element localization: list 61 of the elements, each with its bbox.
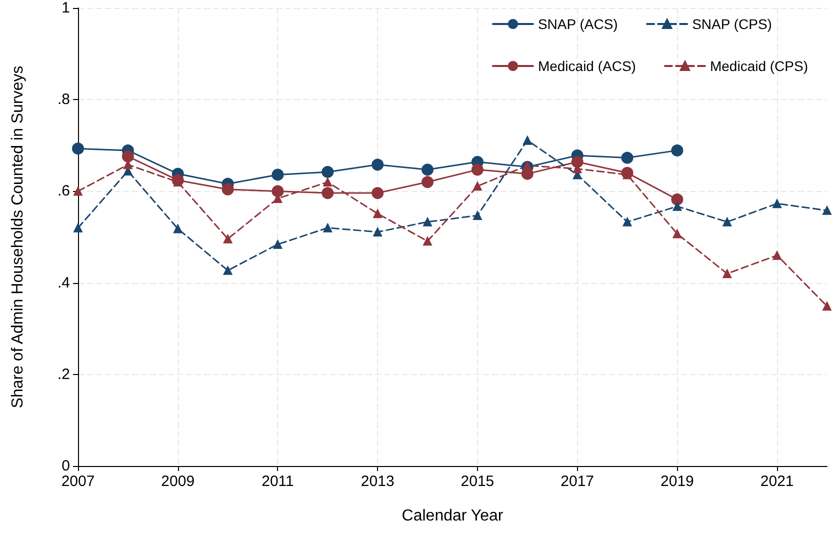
y-tick-label: .2 [57, 366, 70, 383]
point [472, 182, 482, 191]
point [372, 158, 384, 171]
point [671, 193, 684, 206]
x-axis-title: Calendar Year [402, 508, 504, 524]
y-tick-label: 0 [62, 458, 70, 474]
legend-label: Medicaid (CPS) [710, 58, 808, 74]
point [772, 250, 782, 260]
point [472, 210, 482, 220]
point [422, 164, 434, 176]
point [822, 302, 832, 311]
x-tick-label: 2019 [660, 473, 694, 490]
legend-label: SNAP (CPS) [692, 16, 772, 32]
y-tick-label: .8 [57, 91, 70, 108]
point [422, 176, 434, 188]
point [72, 142, 84, 155]
x-tick-label: 2011 [262, 473, 294, 490]
x-tick-label: 2007 [61, 473, 95, 490]
x-tick-label: 2013 [360, 473, 394, 490]
y-axis-title: Share of Admin Households Counted in Surveys [10, 66, 26, 408]
point [322, 187, 334, 200]
point [571, 156, 584, 168]
x-tick-label: 2015 [460, 473, 494, 490]
point [272, 185, 284, 198]
point [322, 166, 334, 178]
point [74, 223, 82, 232]
point [122, 150, 134, 162]
point [74, 186, 82, 196]
point [522, 161, 532, 170]
x-tick-label: 2021 [760, 473, 794, 490]
point [372, 187, 384, 200]
point [423, 217, 432, 226]
x-tick-label: 2009 [161, 473, 195, 490]
point [471, 164, 484, 176]
y-tick-label: .6 [57, 182, 70, 200]
point [373, 209, 382, 218]
point [222, 183, 234, 196]
x-tick-label: 2017 [560, 473, 594, 490]
point [272, 168, 284, 181]
point [522, 136, 532, 145]
point [722, 269, 732, 278]
point [672, 202, 682, 211]
y-tick-label: .4 [57, 274, 70, 292]
point [622, 217, 632, 226]
point [423, 236, 432, 246]
point [671, 144, 684, 156]
point [323, 223, 332, 232]
y-tick-label: 1 [62, 0, 70, 16]
point [772, 199, 782, 208]
point [373, 227, 382, 236]
point [173, 224, 182, 234]
legend-label: SNAP (ACS) [538, 16, 618, 32]
legend-label: Medicaid (ACS) [538, 58, 636, 74]
point [323, 178, 332, 187]
point [223, 234, 232, 244]
point [822, 206, 832, 215]
point [672, 229, 682, 238]
point [722, 217, 732, 226]
point [273, 240, 282, 249]
point [223, 266, 232, 275]
point [621, 152, 634, 164]
